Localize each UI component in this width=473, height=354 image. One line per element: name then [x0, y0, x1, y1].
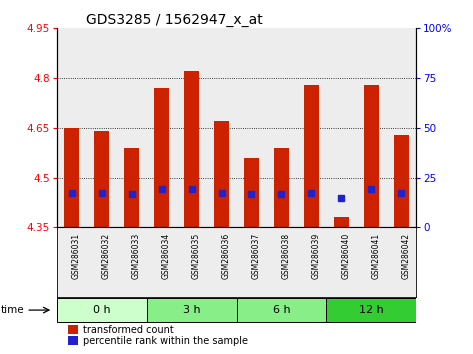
Text: GSM286042: GSM286042	[401, 233, 410, 279]
Bar	[57, 298, 147, 322]
Bar	[394, 135, 409, 227]
Text: GDS3285 / 1562947_x_at: GDS3285 / 1562947_x_at	[86, 13, 262, 27]
Bar	[386, 227, 416, 297]
Bar	[147, 298, 236, 322]
Text: GSM286038: GSM286038	[281, 233, 290, 279]
Text: GSM286032: GSM286032	[102, 233, 111, 279]
Bar	[266, 227, 297, 297]
Bar	[386, 28, 416, 227]
Bar	[68, 325, 78, 334]
Bar	[244, 158, 259, 227]
Bar	[184, 72, 199, 227]
Text: GSM286037: GSM286037	[252, 233, 261, 279]
Text: GSM286033: GSM286033	[131, 233, 140, 279]
Bar	[207, 28, 236, 227]
Bar	[124, 148, 139, 227]
Bar	[304, 85, 319, 227]
Bar	[57, 227, 87, 297]
Bar	[207, 227, 236, 297]
Bar	[176, 28, 207, 227]
Bar	[117, 28, 147, 227]
Bar	[176, 227, 207, 297]
Bar	[87, 227, 117, 297]
Bar	[326, 28, 356, 227]
Text: GSM286036: GSM286036	[221, 233, 230, 279]
Bar	[236, 298, 326, 322]
Bar	[266, 28, 297, 227]
Text: 12 h: 12 h	[359, 304, 384, 315]
Bar	[117, 227, 147, 297]
Bar	[334, 217, 349, 227]
Text: transformed count: transformed count	[83, 325, 174, 335]
Text: percentile rank within the sample: percentile rank within the sample	[83, 336, 248, 346]
Bar	[364, 85, 379, 227]
Bar	[326, 227, 356, 297]
Bar	[94, 131, 109, 227]
Text: GSM286035: GSM286035	[192, 233, 201, 279]
Bar	[154, 88, 169, 227]
Bar	[274, 148, 289, 227]
Bar	[68, 336, 78, 345]
Bar	[64, 128, 79, 227]
Bar	[297, 28, 326, 227]
Bar	[147, 227, 176, 297]
Text: time: time	[1, 305, 25, 315]
Bar	[214, 121, 229, 227]
Bar	[326, 298, 416, 322]
Text: GSM286039: GSM286039	[311, 233, 320, 279]
Text: 3 h: 3 h	[183, 304, 201, 315]
Text: GSM286034: GSM286034	[162, 233, 171, 279]
Bar	[147, 28, 176, 227]
Bar	[57, 28, 87, 227]
Text: 0 h: 0 h	[93, 304, 111, 315]
Text: 6 h: 6 h	[272, 304, 290, 315]
Bar	[356, 28, 386, 227]
Bar	[236, 227, 266, 297]
Bar	[236, 28, 266, 227]
Bar	[356, 227, 386, 297]
Text: GSM286040: GSM286040	[342, 233, 350, 279]
Text: GSM286041: GSM286041	[371, 233, 380, 279]
Bar	[87, 28, 117, 227]
Bar	[297, 227, 326, 297]
Text: GSM286031: GSM286031	[72, 233, 81, 279]
